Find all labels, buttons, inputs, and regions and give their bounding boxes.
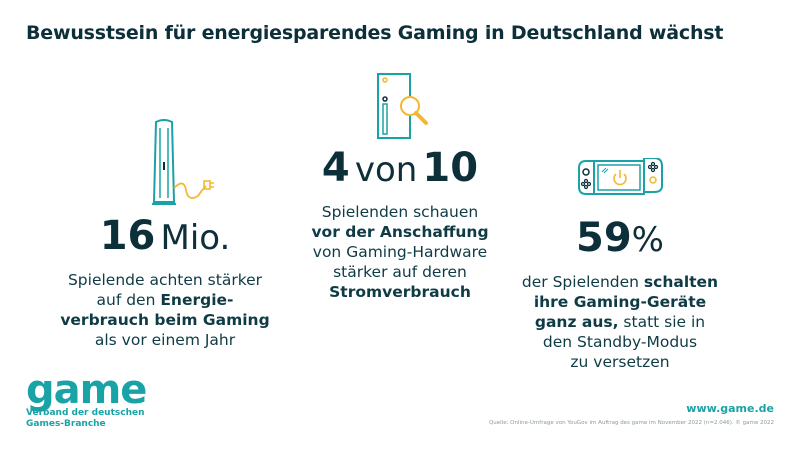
description-line: Spielenden schauen bbox=[270, 202, 530, 222]
description-line: ihre Gaming-Geräte bbox=[500, 292, 740, 312]
logo-word: game bbox=[26, 367, 147, 413]
text: zu versetzen bbox=[570, 353, 670, 371]
logo-subtitle-1: Verband der deutschen bbox=[26, 408, 145, 418]
bold-text: verbrauch beim Gaming bbox=[60, 311, 270, 329]
stat-value: 4 von 10 bbox=[270, 148, 530, 188]
console-with-magnifier-icon bbox=[377, 73, 428, 139]
stat-description: der Spielenden schalten ihre Gaming-Gerät… bbox=[500, 272, 740, 372]
stat-description: Spielende achten stärker auf den Energie-… bbox=[45, 270, 285, 350]
description-line: vor der Anschaffung bbox=[270, 222, 530, 242]
stat-card-energy-consumption: 16 Mio. Spielende achten stärker auf den … bbox=[45, 216, 285, 350]
description-line: verbrauch beim Gaming bbox=[45, 310, 285, 330]
text: Spielenden schauen bbox=[321, 203, 479, 221]
text: der Spielenden bbox=[521, 273, 644, 291]
source-note: Quelle: Online-Umfrage von YouGov im Auf… bbox=[488, 420, 774, 426]
text: stärker auf deren bbox=[333, 263, 467, 281]
text: den Standby-Modus bbox=[542, 333, 698, 351]
description-line: Spielende achten stärker bbox=[45, 270, 285, 290]
text: auf den bbox=[96, 291, 161, 309]
game-logo: game Verband der deutschen Games-Branche bbox=[26, 367, 147, 430]
stat-number: 59 bbox=[576, 215, 632, 261]
bold-text: ganz aus, bbox=[534, 313, 619, 331]
description-line: als vor einem Jahr bbox=[45, 330, 285, 350]
description-line: auf den Energie- bbox=[45, 290, 285, 310]
description-line: stärker auf deren bbox=[270, 262, 530, 282]
stat-unit: Mio. bbox=[160, 218, 231, 258]
stat-card-purchase-consideration: 4 von 10 Spielenden schauen vor der Ansch… bbox=[270, 148, 530, 302]
stat-unit: % bbox=[631, 220, 664, 260]
stat-mid: von bbox=[354, 150, 418, 190]
bold-text: ihre Gaming-Geräte bbox=[533, 293, 707, 311]
logo-subtitle-2: Games-Branche bbox=[26, 419, 106, 429]
description-line: ganz aus, statt sie in bbox=[500, 312, 740, 332]
page-title: Bewusstsein für energiesparendes Gaming … bbox=[26, 22, 724, 44]
description-line: Stromverbrauch bbox=[270, 282, 530, 302]
stat-number: 4 bbox=[321, 145, 350, 191]
description-line: von Gaming-Hardware bbox=[270, 242, 530, 262]
text: Spielende achten stärker bbox=[67, 271, 263, 289]
text: von Gaming-Hardware bbox=[312, 243, 488, 261]
handheld-console-power-icon bbox=[578, 158, 663, 195]
stat-value: 59% bbox=[500, 218, 740, 258]
stat-value: 16 Mio. bbox=[45, 216, 285, 256]
bold-text: vor der Anschaffung bbox=[311, 223, 489, 241]
stat-number-2: 10 bbox=[422, 145, 479, 191]
game-console-tower-with-plug-icon bbox=[152, 119, 214, 205]
bold-text: schalten bbox=[643, 273, 719, 291]
bold-text: Stromverbrauch bbox=[329, 283, 471, 301]
text: als vor einem Jahr bbox=[94, 331, 236, 349]
bold-text: Energie- bbox=[160, 291, 234, 309]
stat-number: 16 bbox=[99, 213, 156, 259]
stat-card-switch-off: 59% der Spielenden schalten ihre Gaming-G… bbox=[500, 218, 740, 372]
website-link[interactable]: www.game.de bbox=[686, 402, 774, 415]
description-line: der Spielenden schalten bbox=[500, 272, 740, 292]
description-line: zu versetzen bbox=[500, 352, 740, 372]
text: statt sie in bbox=[618, 313, 706, 331]
description-line: den Standby-Modus bbox=[500, 332, 740, 352]
stat-description: Spielenden schauen vor der Anschaffung von… bbox=[270, 202, 530, 302]
